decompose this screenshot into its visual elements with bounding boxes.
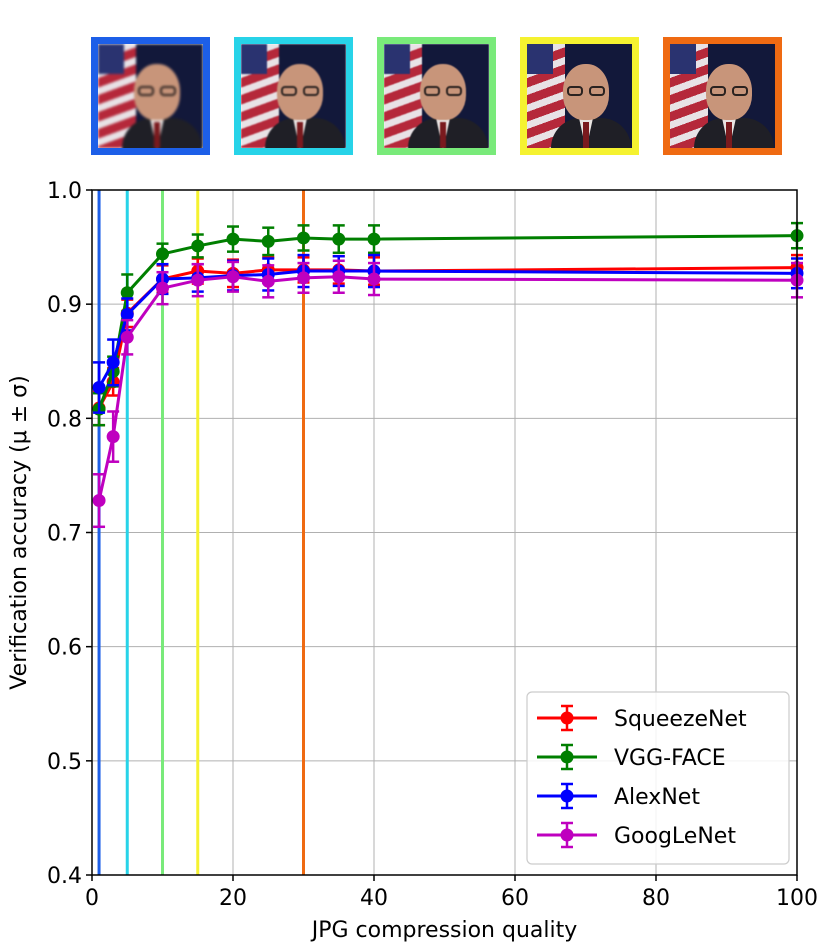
data-point-vgg-face — [191, 239, 205, 253]
thumbnail-q1 — [91, 37, 210, 155]
y-tick-label: 0.8 — [47, 407, 82, 432]
x-tick-label: 40 — [360, 886, 388, 911]
legend-marker-vgg-face — [560, 750, 574, 764]
data-point-googlenet — [156, 281, 169, 295]
data-point-alexnet — [120, 307, 134, 321]
thumbnail-q15 — [520, 37, 639, 155]
x-tick-label: 100 — [776, 886, 818, 911]
x-tick-label: 60 — [501, 886, 529, 911]
data-point-googlenet — [106, 430, 120, 444]
legend: SqueezeNet VGG-FACE AlexNet GoogLeNet — [526, 691, 790, 865]
legend-marker-squeezenet — [560, 711, 574, 725]
data-point-alexnet — [106, 355, 120, 369]
y-tick-label: 0.9 — [47, 293, 82, 318]
legend-label-alexnet: AlexNet — [614, 785, 700, 810]
series-line-vgg-face — [97, 234, 798, 410]
legend-label-squeezenet: SqueezeNet — [614, 707, 747, 732]
legend-marker-alexnet — [560, 789, 574, 803]
thumbnail-q5 — [234, 37, 353, 155]
y-axis-label: Verification accuracy (μ ± σ) — [7, 375, 32, 689]
data-point-googlenet — [297, 271, 310, 285]
data-point-googlenet — [332, 270, 346, 284]
data-point-vgg-face — [332, 232, 346, 246]
x-tick-label: 20 — [219, 886, 247, 911]
y-tick-label: 0.4 — [47, 864, 82, 889]
y-tick-label: 0.5 — [47, 750, 82, 775]
data-point-vgg-face — [261, 234, 275, 248]
data-point-googlenet — [226, 270, 240, 284]
data-point-googlenet — [191, 273, 205, 287]
legend-marker-googlenet — [560, 828, 574, 842]
data-point-vgg-face — [367, 232, 381, 246]
thumbnail-q10 — [377, 37, 496, 155]
y-tick-label: 0.6 — [47, 636, 82, 661]
legend-label-googlenet: GoogLeNet — [614, 824, 736, 849]
legend-label-vgg-face: VGG-FACE — [614, 746, 726, 771]
y-tick-label: 1.0 — [47, 179, 82, 204]
data-point-alexnet — [92, 381, 106, 395]
series-line-squeezenet — [97, 266, 798, 409]
data-point-googlenet — [92, 494, 106, 508]
data-point-vgg-face — [120, 286, 134, 300]
x-axis-label: JPG compression quality — [310, 918, 578, 943]
y-tick-label: 0.7 — [47, 522, 82, 547]
x-tick-label: 80 — [642, 886, 670, 911]
data-point-vgg-face — [226, 232, 240, 246]
data-point-googlenet — [261, 274, 275, 288]
series-line-googlenet — [97, 275, 798, 501]
data-point-googlenet — [367, 272, 381, 286]
x-tick-label: 0 — [85, 886, 99, 911]
data-point-vgg-face — [297, 231, 310, 245]
thumbnail-q30 — [663, 37, 782, 155]
legend-box — [526, 691, 790, 865]
data-point-vgg-face — [156, 247, 169, 261]
data-point-googlenet — [120, 330, 134, 344]
series-line-alexnet — [97, 269, 798, 389]
